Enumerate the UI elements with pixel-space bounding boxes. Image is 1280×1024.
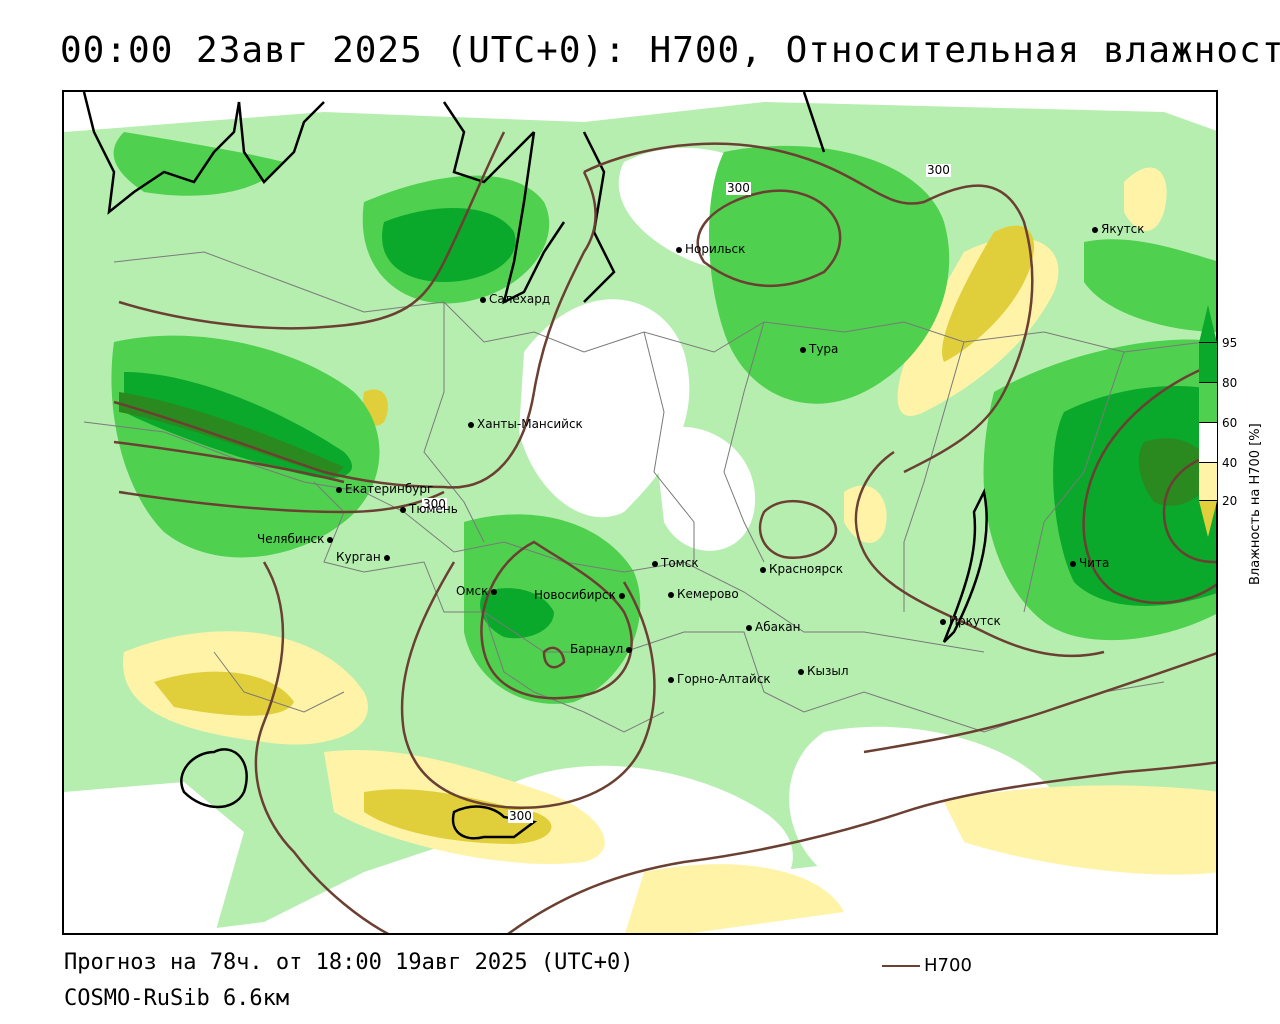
forecast-info: Прогноз на 78ч. от 18:00 19авг 2025 (UTC… (64, 950, 634, 975)
city-marker (760, 566, 766, 573)
city-marker (652, 560, 658, 567)
city-gorno-altaysk: Горно-Алтайск (668, 672, 771, 686)
city-marker (668, 676, 674, 683)
colorbar-tick: 80 (1222, 376, 1238, 390)
city-chita: Чита (1070, 556, 1109, 570)
city-marker (327, 536, 334, 543)
city-salekhard: Салехард (480, 292, 550, 306)
city-yakutsk: Якутск (1092, 222, 1145, 236)
city-marker (618, 592, 625, 599)
city-marker (1092, 226, 1098, 233)
humidity-max-areas (119, 392, 1214, 506)
humidity-below-20-areas (154, 225, 1034, 844)
forecast-map: 300 300 300 300 Норильск Якутск Салехард… (62, 90, 1218, 935)
city-ekaterinburg: Екатеринбург (336, 482, 433, 496)
contour-label-300: 300 (422, 497, 447, 511)
colorbar-step-60-80 (1199, 383, 1217, 423)
h700-line-swatch (882, 965, 920, 967)
city-tomsk: Томск (652, 556, 699, 570)
region-borders (83, 251, 1205, 733)
colorbar-title: Влажность на H700 [%] (1248, 423, 1263, 585)
city-tyumen: Тюмень (400, 502, 458, 516)
city-marker (468, 421, 474, 428)
city-marker (383, 554, 390, 561)
colorbar-tick: 40 (1222, 456, 1238, 470)
city-omsk: Омск (456, 584, 500, 598)
city-marker (626, 646, 633, 653)
city-kurgan: Курган (336, 550, 393, 564)
contour-label-300: 300 (926, 163, 951, 177)
city-marker (668, 591, 674, 598)
city-kemerovo: Кемерово (668, 587, 739, 601)
map-title: 00:00 23авг 2025 (UTC+0): H700, Относите… (60, 30, 1280, 71)
contour-label-300: 300 (726, 181, 751, 195)
city-marker (1070, 560, 1076, 567)
city-marker (800, 346, 806, 353)
model-name: COSMO-RuSib 6.6км (64, 986, 290, 1011)
h700-contours (113, 131, 1216, 933)
contour-label-300: 300 (508, 809, 533, 823)
city-marker (746, 624, 752, 631)
city-marker (336, 486, 342, 493)
city-barnaul: Барнаул (570, 642, 635, 656)
city-marker (400, 506, 406, 513)
colorbar-tick: 20 (1222, 494, 1238, 508)
coastlines (82, 92, 988, 840)
city-novosibirsk: Новосибирск (534, 588, 628, 602)
colorbar-step-80-95 (1199, 343, 1217, 383)
city-krasnoyarsk: Красноярск (760, 562, 843, 576)
colorbar-step-20-40 (1199, 463, 1217, 501)
city-marker (940, 618, 946, 625)
city-norilsk: Норильск (676, 242, 745, 256)
city-irkutsk: Иркутск (940, 614, 1001, 628)
city-marker (491, 588, 498, 595)
city-khanty-mansiysk: Ханты-Мансийск (468, 417, 583, 431)
city-marker (480, 296, 486, 303)
city-kyzyl: Кызыл (798, 664, 849, 678)
h700-legend: H700 (882, 955, 972, 976)
city-marker (676, 246, 682, 253)
city-marker (798, 668, 804, 675)
city-tura: Тура (800, 342, 838, 356)
colorbar-tick: 60 (1222, 416, 1238, 430)
city-abakan: Абакан (746, 620, 800, 634)
colorbar-step-40-60 (1199, 423, 1217, 463)
humidity-field (64, 92, 1216, 933)
colorbar-tick: 95 (1222, 336, 1238, 350)
city-chelyabinsk: Челябинск (257, 532, 336, 546)
